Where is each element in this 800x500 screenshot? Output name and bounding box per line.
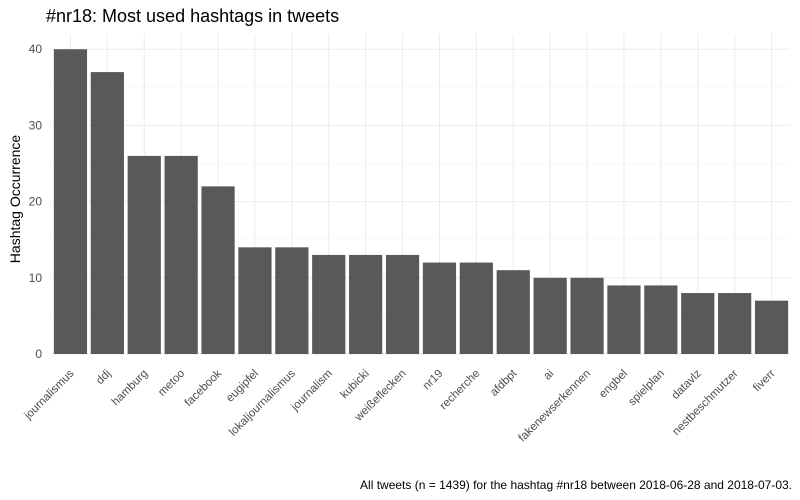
x-tick-label: engbel xyxy=(597,368,630,401)
x-tick-label: kubicki xyxy=(338,368,371,401)
x-tick-label: datavlz xyxy=(670,367,704,401)
chart-title: #nr18: Most used hashtags in tweets xyxy=(46,6,339,26)
chart-caption: All tweets (n = 1439) for the hashtag #n… xyxy=(360,478,792,492)
x-tick-label: hamburg xyxy=(110,368,151,409)
bar-eugipfel xyxy=(238,247,272,354)
bar-lokaljournalismus xyxy=(275,247,309,354)
x-tick-label: fakenewserkennen xyxy=(516,368,593,445)
bar-fakenewserkennen xyxy=(570,277,604,354)
x-tick-label: journalismus xyxy=(22,367,77,422)
x-tick-label: eugipfel xyxy=(224,368,261,405)
x-tick-label: recherche xyxy=(438,368,483,413)
bar-recherche xyxy=(459,262,493,354)
bars xyxy=(53,49,789,354)
y-axis-ticks: 0 10 20 30 40 xyxy=(29,42,43,361)
bar-spielplan xyxy=(644,285,678,354)
bar-nestbeschmutzer xyxy=(718,293,752,354)
bar-afdbpt xyxy=(496,270,530,354)
y-axis-label: Hashtag Occurrence xyxy=(7,135,23,264)
y-tick-label: 0 xyxy=(35,347,42,361)
bar-nr19 xyxy=(422,262,457,354)
x-tick-label: nestbeschmutzer xyxy=(670,368,741,439)
bar-ddj xyxy=(90,72,124,354)
x-tick-label: metoo xyxy=(156,368,187,399)
bar-kubicki xyxy=(349,254,383,354)
bar-metoo xyxy=(164,155,198,354)
bar-hamburg xyxy=(127,155,161,354)
bar-engbel xyxy=(607,285,641,354)
bar-ai xyxy=(533,277,567,354)
x-tick-label: spielplan xyxy=(626,368,667,409)
x-tick-label: nr19 xyxy=(421,368,446,393)
bar-fiverr xyxy=(754,300,789,354)
bar-facebook xyxy=(201,186,235,354)
y-tick-label: 30 xyxy=(29,118,43,132)
x-tick-label: afdbpt xyxy=(488,367,520,399)
bar-datavlz xyxy=(681,293,715,354)
y-tick-label: 40 xyxy=(29,42,43,56)
x-tick-label: ddj xyxy=(94,368,113,387)
x-tick-label: fiverr xyxy=(751,368,778,395)
y-tick-label: 20 xyxy=(29,195,43,209)
x-tick-label: lokaljournalismus xyxy=(227,367,298,438)
bar-weißeflecken xyxy=(385,254,420,354)
x-tick-label: ai xyxy=(541,368,556,383)
grid-lines xyxy=(52,34,790,355)
y-tick-label: 10 xyxy=(29,271,43,285)
x-tick-label: facebook xyxy=(183,367,225,409)
bar-journalismus xyxy=(53,49,88,354)
bar-journalism xyxy=(312,254,346,354)
